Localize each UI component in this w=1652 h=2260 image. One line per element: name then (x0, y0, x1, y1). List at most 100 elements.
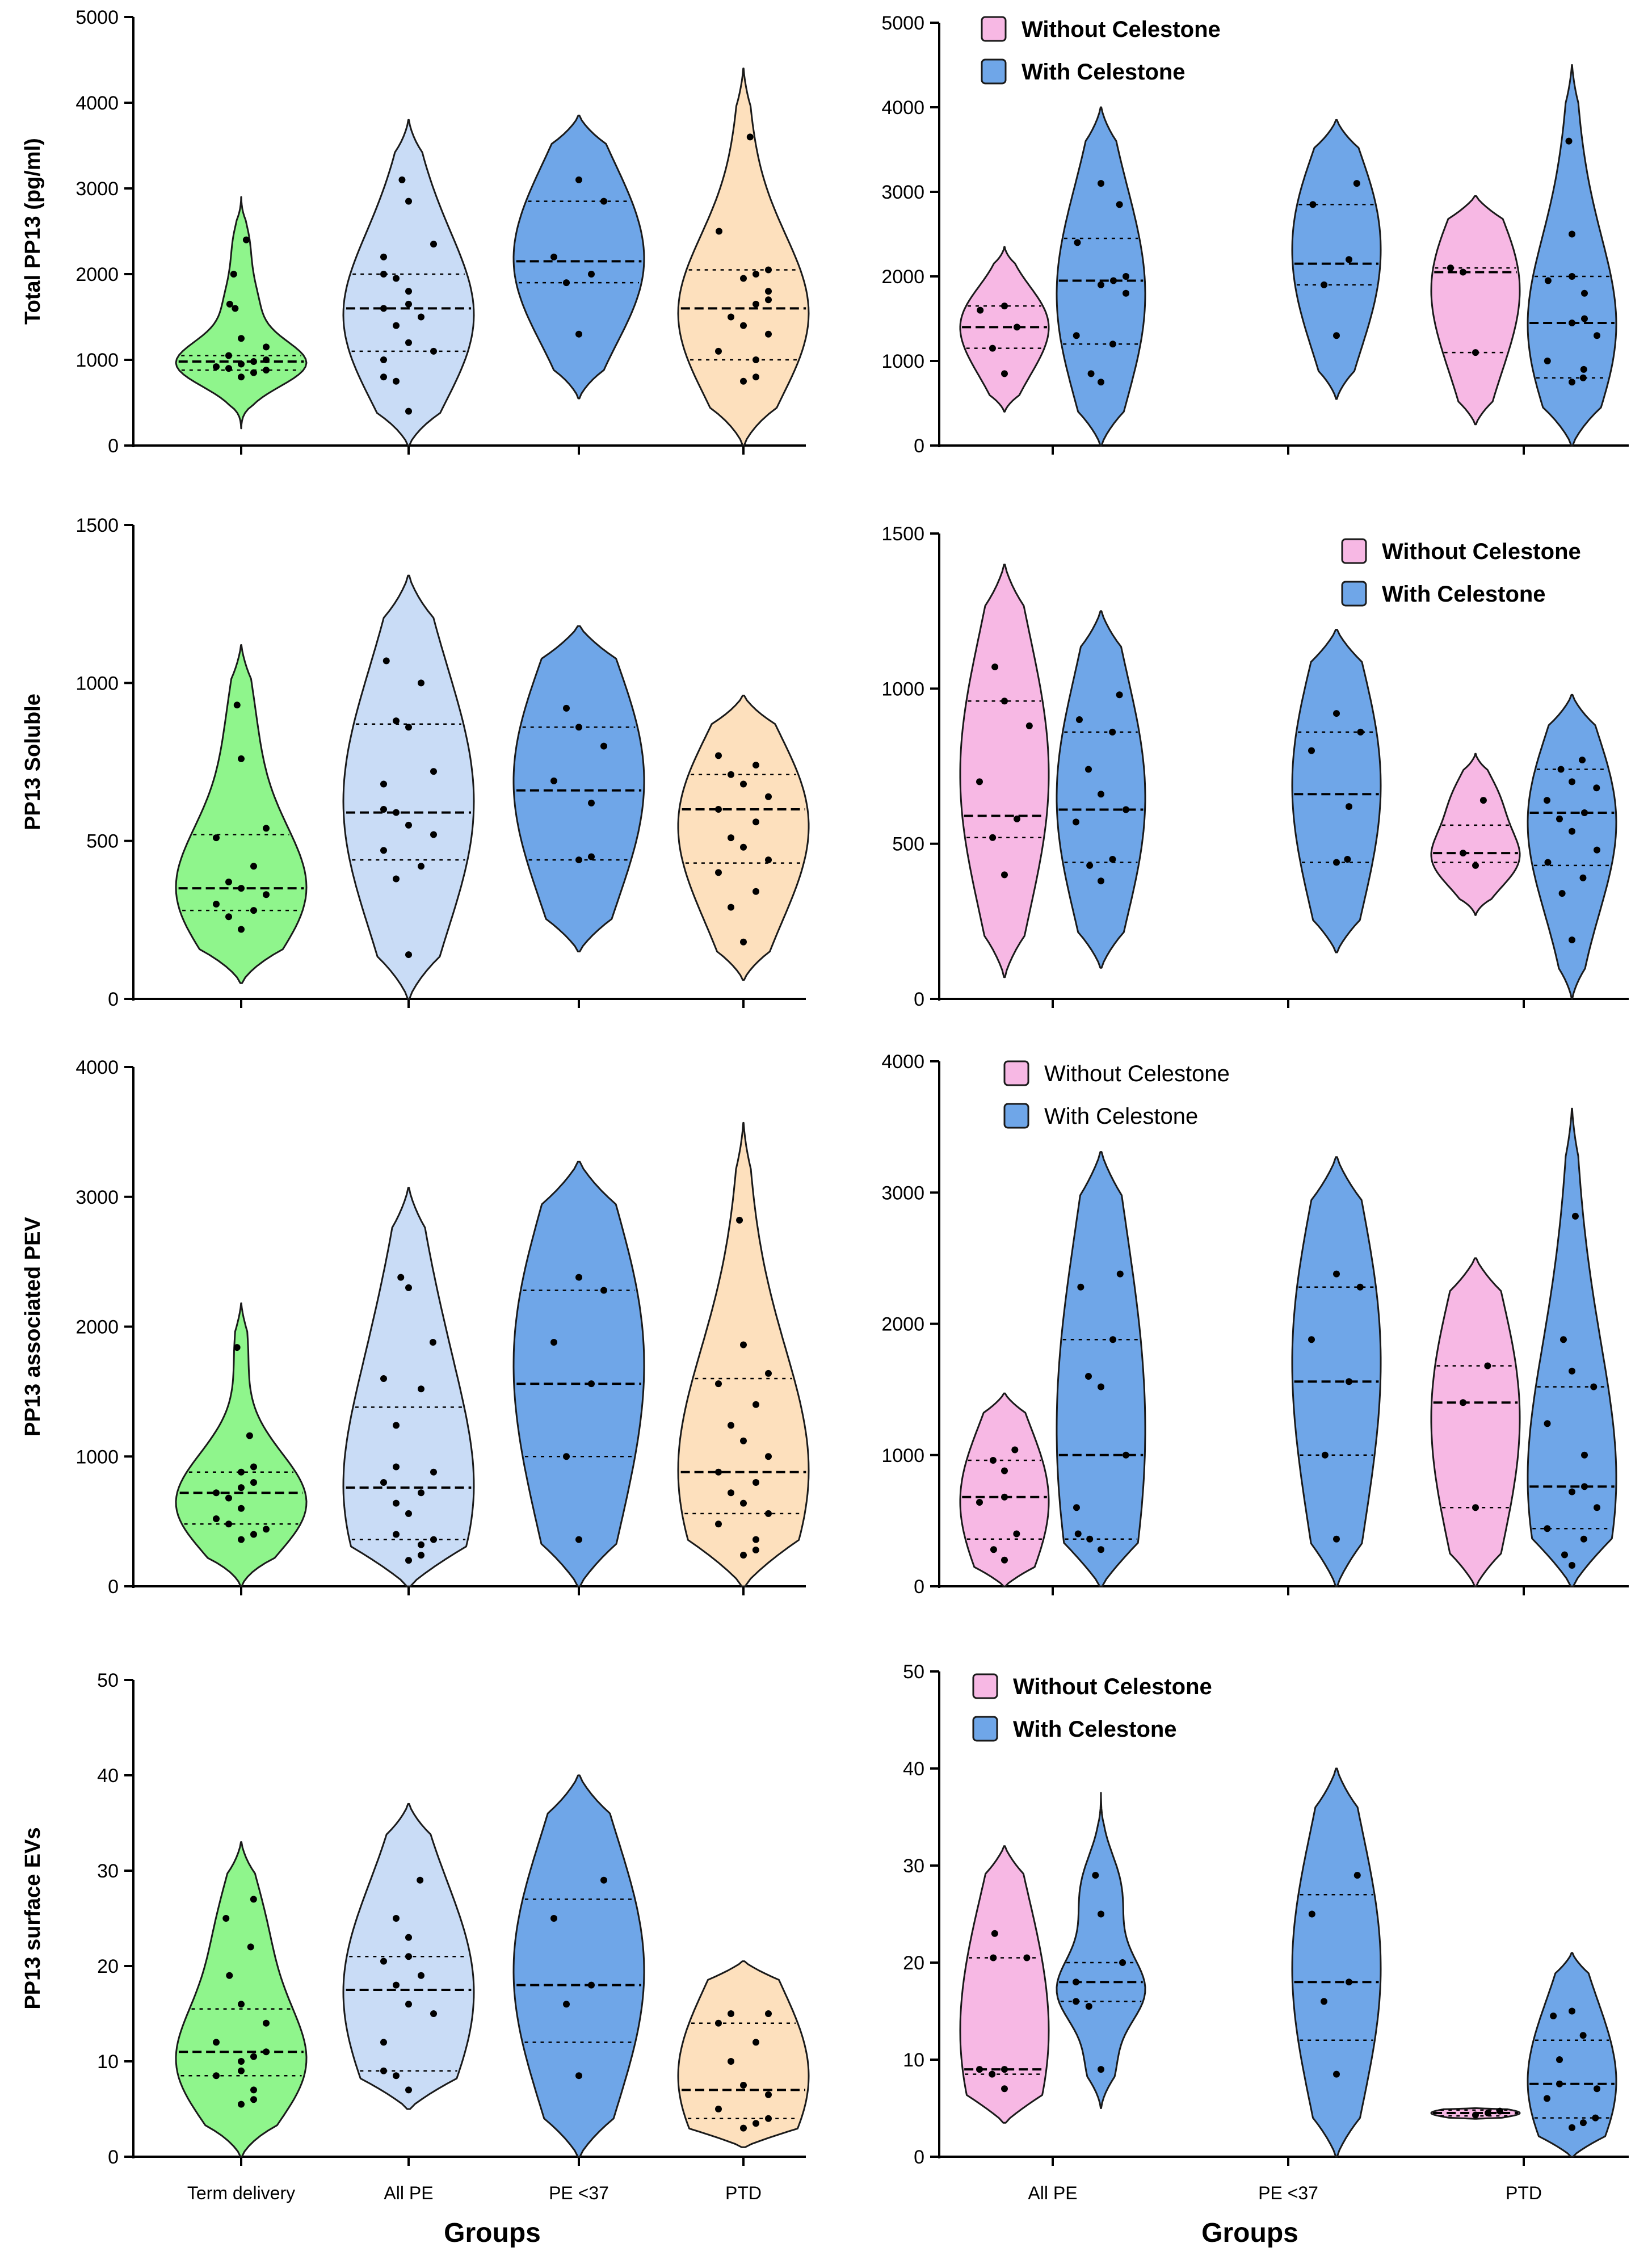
pev-left-term-delivery-data-point (213, 1489, 220, 1497)
pev-left-all-pe-data-point (393, 1531, 400, 1538)
x-category-label: All PE (384, 2183, 433, 2203)
surface-left-ptd-data-point (753, 2120, 759, 2127)
total-left-all-pe-data-point (380, 356, 387, 363)
total-left-term-delivery-data-point (263, 367, 270, 374)
pev-right-all-pe-without-celestone-data-point (1001, 1556, 1008, 1564)
surface-right-all-pe-without-celestone-data-point (976, 2066, 983, 2073)
soluble-left-ptd-data-point (715, 752, 722, 759)
y-tick-label: 30 (903, 1855, 924, 1877)
pev-left-term-delivery-violin-body (175, 1302, 308, 1587)
surface-right-all-pe-with-celestone-data-point (1092, 1872, 1099, 1879)
legend: Without Celestone With Celestone (981, 16, 1221, 85)
total-left-all-pe-data-point (405, 339, 412, 346)
pev-left-ptd-data-point (740, 1499, 747, 1507)
soluble-left-pe-37-violin-body (512, 625, 645, 952)
y-tick-label: 500 (86, 831, 119, 852)
total-right-all-pe-without-celestone-data-point (989, 345, 996, 352)
pev-right-all-pe-with-celestone-violin-body (1056, 1151, 1146, 1587)
surface-right-ptd-with-celestone-data-point (1592, 2114, 1599, 2122)
total-left-ptd-data-point (740, 377, 747, 385)
total-right-all-pe-with-celestone-data-point (1109, 341, 1116, 348)
total-left-ptd-data-point (746, 133, 754, 141)
legend-swatch (981, 58, 1007, 85)
pev-left-ptd-data-point (753, 1479, 759, 1486)
soluble-left-all-pe-data-point (393, 717, 400, 725)
pev-left-pe-37-data-point (588, 1380, 595, 1388)
total-left-all-pe-data-point (380, 271, 387, 278)
surface-left-all-pe-data-point (405, 1934, 412, 1941)
total-left-ptd-data-point (753, 356, 759, 363)
surface-left-term-delivery-data-point (263, 2048, 270, 2056)
surface-right-all-pe-without-celestone-data-point (1001, 2066, 1008, 2073)
pev-right-ptd-with-celestone-data-point (1544, 1420, 1551, 1427)
surface-right-pe-37-with-celestone-data-point (1308, 1910, 1315, 1918)
y-axis-label: Total PP13 (pg/ml) (21, 138, 45, 325)
surface-left-all-pe-data-point (417, 1876, 424, 1884)
pev-right-pe-37-with-celestone-data-point (1356, 1283, 1364, 1291)
legend: Without Celestone With Celestone (1003, 1060, 1230, 1129)
pev-left-all-pe-data-point (393, 1422, 400, 1429)
pev-left-ptd-data-point (765, 1453, 772, 1460)
pev-left-pe-37-data-point (600, 1287, 607, 1294)
surface-left-pe-37-data-point (550, 1915, 557, 1922)
pev-left-all-pe-data-point (418, 1385, 424, 1393)
pev-right-pe-37-with-celestone-data-point (1333, 1270, 1340, 1278)
soluble-left-term-delivery-data-point (250, 907, 257, 914)
y-tick-label: 0 (108, 1576, 119, 1598)
pev-right-all-pe-with-celestone-data-point (1085, 1373, 1092, 1380)
surface-left-term-delivery-data-point (213, 2072, 220, 2080)
soluble-right-all-pe-without-celestone-data-point (991, 663, 999, 671)
soluble-left-ptd-data-point (740, 780, 747, 788)
total-left-all-pe-data-point (393, 377, 400, 385)
pev-left-ptd-data-point (753, 1536, 759, 1543)
soluble-left-all-pe-data-point (393, 875, 400, 883)
total-left-all-pe-data-point (430, 241, 437, 248)
pev-right-all-pe-without-celestone-violin-body (959, 1392, 1050, 1587)
legend-label: With Celestone (1013, 1717, 1177, 1742)
panel-pev-left: 0 1000 2000 3000 4000 PP13 associated PEV (21, 1057, 810, 1598)
soluble-left-all-pe-data-point (430, 831, 437, 838)
soluble-left-term-delivery-data-point (238, 926, 245, 933)
surface-left-all-pe-data-point (405, 2086, 412, 2094)
soluble-right-all-pe-without-celestone-data-point (989, 834, 997, 841)
y-tick-label: 4000 (881, 1051, 924, 1073)
surface-right-all-pe-without-celestone-data-point (1023, 1954, 1031, 1961)
total-left-ptd-data-point (765, 296, 772, 304)
y-tick-label: 1000 (881, 678, 924, 700)
surface-right-ptd-without-celestone-data-point (1472, 2111, 1479, 2119)
total-right-all-pe-with-celestone-data-point (1116, 201, 1123, 208)
pev-left-ptd-data-point (740, 1552, 747, 1559)
pev-left-ptd-data-point (715, 1380, 722, 1388)
surface-right-all-pe-with-celestone-data-point (1085, 2002, 1092, 2010)
y-tick-label: 2000 (881, 266, 924, 288)
soluble-left-all-pe-data-point (380, 806, 387, 813)
soluble-right-all-pe-with-celestone-data-point (1109, 856, 1116, 863)
y-tick-label: 3000 (881, 1182, 924, 1204)
pev-left-ptd-data-point (736, 1216, 743, 1224)
soluble-right-pe-37-with-celestone-data-point (1346, 803, 1352, 810)
pev-left-all-pe-data-point (418, 1552, 424, 1559)
pev-right-ptd-without-celestone-data-point (1484, 1362, 1491, 1370)
soluble-left-all-pe-data-point (418, 679, 424, 687)
surface-left-all-pe-data-point (430, 2010, 437, 2017)
total-right-all-pe-with-celestone-data-point (1073, 332, 1080, 339)
total-right-ptd-with-celestone-data-point (1569, 273, 1575, 280)
surface-left-pe-37-data-point (575, 2072, 582, 2080)
panel-surface-left: 0 10 20 30 40 50 PP13 surface EVs Term delivery… (21, 1670, 810, 2248)
pev-left-pe-37-data-point (563, 1453, 570, 1460)
soluble-right-all-pe-without-celestone-data-point (1014, 815, 1020, 822)
pev-left-ptd-data-point (740, 1341, 747, 1349)
total-left-pe-37-data-point (575, 176, 582, 183)
pev-left-pe-37-data-point (550, 1338, 557, 1346)
x-category-label: Term delivery (187, 2183, 295, 2203)
y-tick-label: 4000 (881, 97, 924, 119)
surface-left-all-pe-data-point (380, 1957, 387, 1965)
total-right-pe-37-with-celestone-data-point (1321, 281, 1328, 288)
pev-left-all-pe-data-point (380, 1375, 387, 1382)
y-tick-label: 0 (108, 435, 119, 457)
total-left-ptd-data-point (765, 288, 772, 295)
pev-left-ptd-data-point (728, 1489, 734, 1497)
y-tick-label: 20 (97, 1956, 119, 1977)
total-left-term-delivery-data-point (263, 343, 270, 351)
